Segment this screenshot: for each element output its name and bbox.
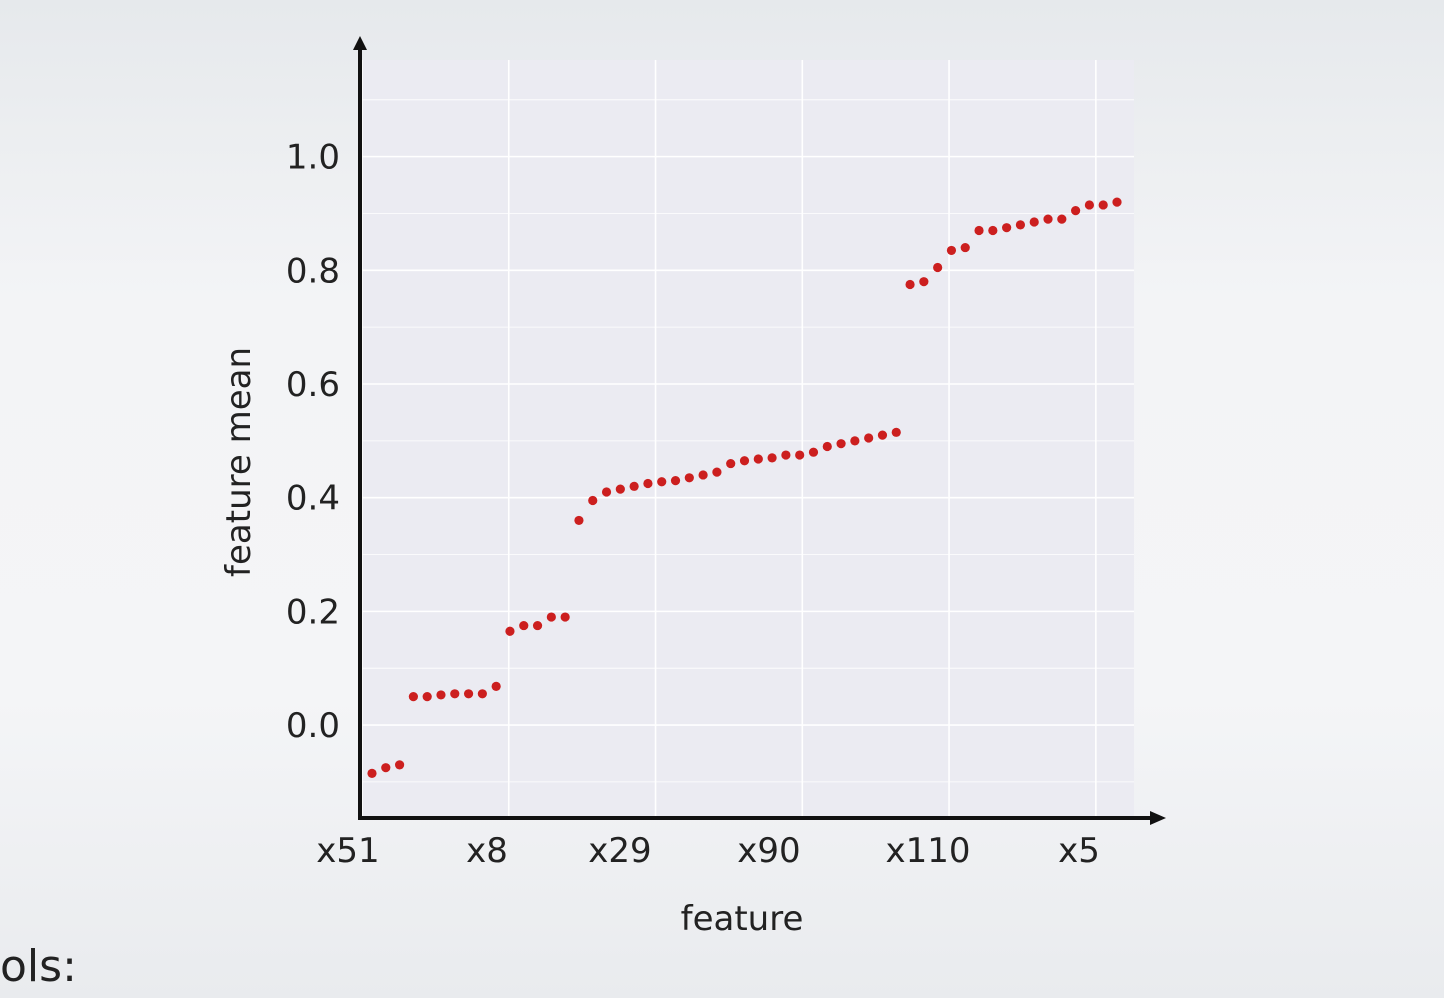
data-point xyxy=(891,427,901,437)
data-point xyxy=(684,473,694,483)
x-tick-label: x5 xyxy=(1058,831,1100,871)
data-point xyxy=(739,456,750,466)
data-point xyxy=(933,262,943,273)
data-point xyxy=(1112,197,1122,207)
y-tick-label: 0.4 xyxy=(286,479,340,519)
data-point xyxy=(450,689,460,699)
data-point xyxy=(974,225,984,236)
data-point xyxy=(919,277,929,287)
y-axis-title: feature mean xyxy=(219,347,259,577)
data-point xyxy=(988,225,998,236)
data-point xyxy=(422,692,432,702)
y-tick-label: 0.0 xyxy=(286,706,340,746)
y-tick-label: 0.8 xyxy=(286,251,340,291)
data-point xyxy=(753,454,763,464)
x-axis-arrow xyxy=(1150,811,1166,825)
data-point xyxy=(726,458,736,469)
data-point xyxy=(381,763,391,773)
data-point xyxy=(532,620,543,631)
data-point xyxy=(781,450,791,460)
data-point xyxy=(698,470,708,480)
data-point xyxy=(629,481,639,491)
x-tick-label: x90 xyxy=(737,831,800,871)
data-point xyxy=(574,515,584,526)
data-point xyxy=(643,478,653,489)
data-point xyxy=(546,612,556,622)
data-point xyxy=(960,242,970,253)
data-point xyxy=(436,690,446,700)
data-point xyxy=(394,760,405,770)
x-tick-label: x110 xyxy=(885,831,970,871)
data-point xyxy=(477,689,487,699)
data-point xyxy=(519,620,529,631)
data-points xyxy=(367,197,1122,778)
y-tick-label: 0.6 xyxy=(286,365,340,405)
y-tick-labels: 0.0 0.2 0.4 0.6 0.8 1.0 xyxy=(286,138,340,746)
data-point xyxy=(615,484,625,494)
x-tick-label: x8 xyxy=(466,831,508,871)
data-point xyxy=(864,433,874,443)
data-point xyxy=(712,467,722,477)
data-point xyxy=(1015,220,1026,230)
slide-bottom-text: ols: xyxy=(0,941,77,992)
data-point xyxy=(822,441,832,452)
x-tick-label: x29 xyxy=(588,831,651,871)
data-point xyxy=(946,245,957,256)
data-point xyxy=(588,495,598,506)
data-point xyxy=(491,681,501,692)
data-point xyxy=(657,477,667,487)
plot-background xyxy=(362,60,1134,816)
x-axis-title: feature xyxy=(681,899,804,939)
data-point xyxy=(601,487,612,497)
data-point xyxy=(1029,217,1039,227)
data-point xyxy=(767,453,777,463)
data-point xyxy=(463,689,474,699)
y-tick-label: 0.2 xyxy=(286,592,340,632)
data-point xyxy=(877,430,888,440)
data-point xyxy=(1057,214,1067,224)
x-tick-labels: x51 x8 x29 x90 x110 x5 xyxy=(316,831,1100,871)
data-point xyxy=(670,476,681,486)
data-point xyxy=(850,436,860,446)
y-axis-arrow xyxy=(353,36,367,50)
data-point xyxy=(905,279,915,290)
data-point xyxy=(505,626,515,636)
data-point xyxy=(408,692,418,702)
data-point xyxy=(1071,206,1081,216)
data-point xyxy=(560,612,570,622)
data-point xyxy=(1098,200,1108,210)
data-point xyxy=(1043,214,1053,224)
data-point xyxy=(795,450,805,460)
y-tick-label: 1.0 xyxy=(286,138,340,178)
data-point xyxy=(808,447,819,457)
x-tick-label: x51 xyxy=(316,831,379,871)
data-point xyxy=(1002,223,1012,233)
data-point xyxy=(367,768,377,778)
data-point xyxy=(1084,200,1095,210)
data-point xyxy=(836,439,846,449)
